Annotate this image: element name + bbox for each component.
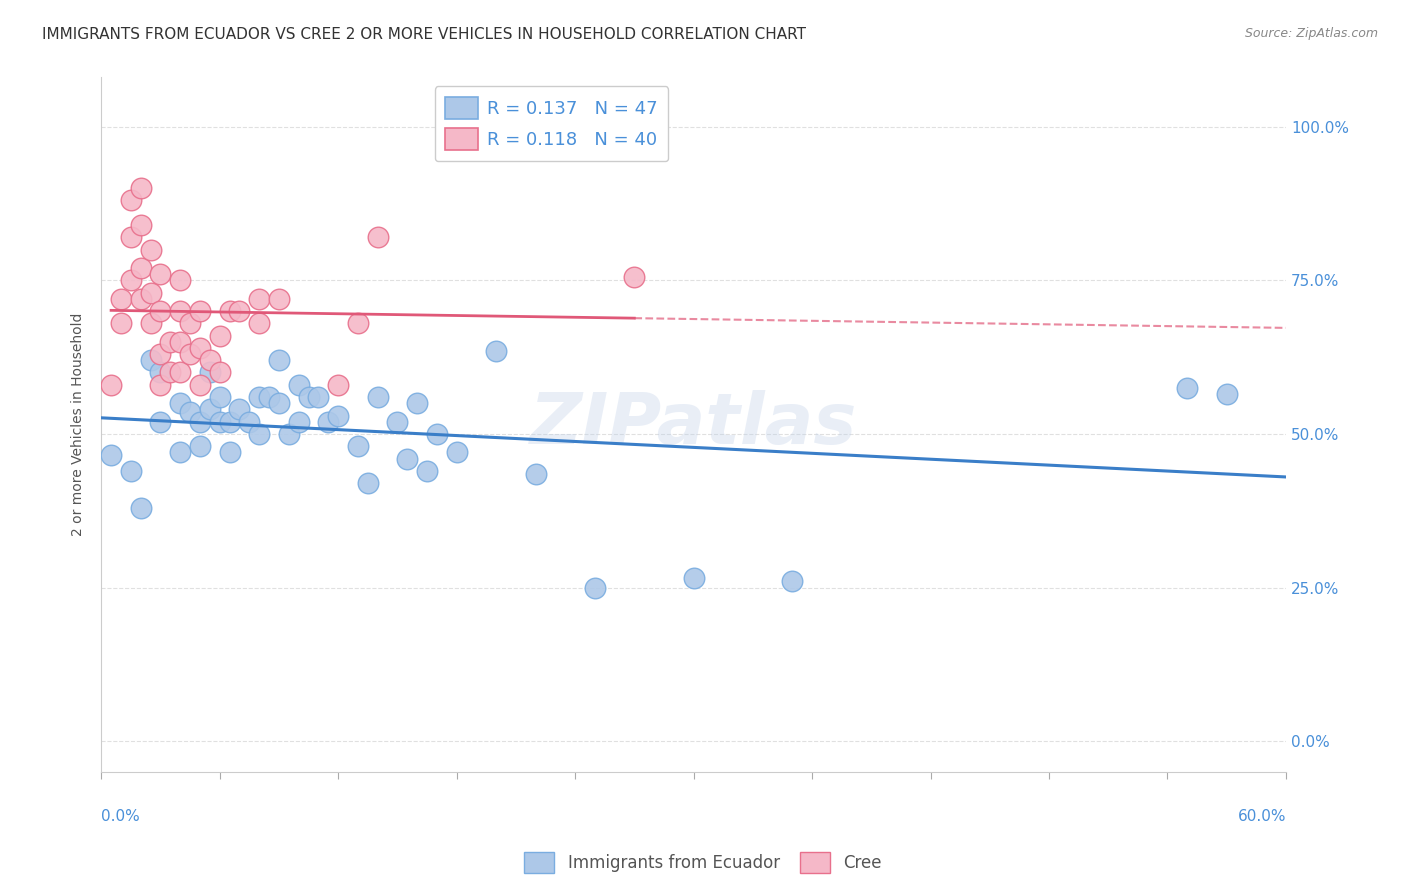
Point — [149, 267, 172, 281]
Point — [426, 426, 449, 441]
Point — [149, 347, 172, 361]
Point — [347, 439, 370, 453]
Point — [100, 377, 122, 392]
Point — [267, 396, 290, 410]
Point — [120, 230, 142, 244]
Point — [139, 316, 162, 330]
Point — [129, 218, 152, 232]
Point — [179, 405, 201, 419]
Point — [247, 390, 270, 404]
Point — [110, 292, 132, 306]
Point — [277, 426, 299, 441]
Point — [247, 316, 270, 330]
Point — [198, 353, 221, 368]
Text: IMMIGRANTS FROM ECUADOR VS CREE 2 OR MORE VEHICLES IN HOUSEHOLD CORRELATION CHAR: IMMIGRANTS FROM ECUADOR VS CREE 2 OR MOR… — [42, 27, 806, 42]
Point — [188, 304, 211, 318]
Text: ZIPatlas: ZIPatlas — [530, 390, 858, 459]
Point — [347, 316, 370, 330]
Point — [129, 292, 152, 306]
Point — [139, 243, 162, 257]
Point — [228, 402, 250, 417]
Point — [129, 260, 152, 275]
Point — [257, 390, 280, 404]
Point — [328, 409, 350, 423]
Point — [120, 464, 142, 478]
Point — [169, 304, 191, 318]
Point — [367, 390, 389, 404]
Point — [198, 402, 221, 417]
Point — [188, 439, 211, 453]
Point — [1215, 387, 1237, 401]
Point — [287, 377, 309, 392]
Point — [307, 390, 329, 404]
Point — [120, 273, 142, 287]
Point — [228, 304, 250, 318]
Point — [139, 353, 162, 368]
Y-axis label: 2 or more Vehicles in Household: 2 or more Vehicles in Household — [72, 313, 86, 536]
Point — [129, 500, 152, 515]
Point — [218, 304, 240, 318]
Point — [179, 347, 201, 361]
Point — [782, 574, 804, 589]
Point — [129, 181, 152, 195]
Point — [406, 396, 429, 410]
Point — [485, 343, 508, 358]
Point — [169, 366, 191, 380]
Point — [188, 341, 211, 355]
Point — [247, 292, 270, 306]
Legend: R = 0.137   N = 47, R = 0.118   N = 40: R = 0.137 N = 47, R = 0.118 N = 40 — [434, 87, 668, 161]
Point — [169, 273, 191, 287]
Point — [100, 449, 122, 463]
Point — [218, 415, 240, 429]
Point — [159, 334, 181, 349]
Point — [139, 285, 162, 300]
Point — [297, 390, 319, 404]
Point — [387, 415, 409, 429]
Point — [120, 194, 142, 208]
Point — [188, 377, 211, 392]
Point — [198, 366, 221, 380]
Point — [149, 377, 172, 392]
Point — [149, 366, 172, 380]
Point — [188, 415, 211, 429]
Point — [267, 292, 290, 306]
Point — [328, 377, 350, 392]
Text: 60.0%: 60.0% — [1237, 809, 1286, 824]
Point — [149, 415, 172, 429]
Point — [169, 334, 191, 349]
Point — [446, 445, 468, 459]
Point — [396, 451, 419, 466]
Point — [367, 230, 389, 244]
Point — [238, 415, 260, 429]
Point — [247, 426, 270, 441]
Point — [169, 445, 191, 459]
Point — [110, 316, 132, 330]
Point — [287, 415, 309, 429]
Legend: Immigrants from Ecuador, Cree: Immigrants from Ecuador, Cree — [517, 846, 889, 880]
Point — [208, 328, 231, 343]
Text: Source: ZipAtlas.com: Source: ZipAtlas.com — [1244, 27, 1378, 40]
Point — [623, 270, 645, 285]
Point — [583, 581, 606, 595]
Point — [208, 366, 231, 380]
Point — [682, 571, 704, 585]
Point — [524, 467, 547, 481]
Point — [316, 415, 339, 429]
Point — [267, 353, 290, 368]
Point — [218, 445, 240, 459]
Point — [159, 366, 181, 380]
Point — [149, 304, 172, 318]
Point — [208, 390, 231, 404]
Text: 0.0%: 0.0% — [101, 809, 141, 824]
Point — [416, 464, 439, 478]
Point — [169, 396, 191, 410]
Point — [208, 415, 231, 429]
Point — [357, 476, 380, 491]
Point — [1175, 381, 1198, 395]
Point — [179, 316, 201, 330]
